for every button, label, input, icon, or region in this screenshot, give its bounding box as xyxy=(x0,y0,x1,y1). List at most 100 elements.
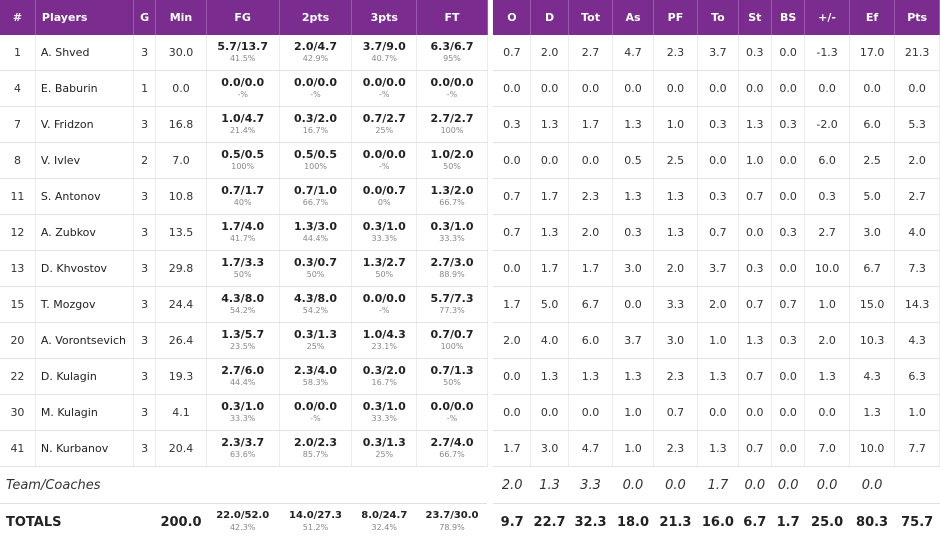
player-minutes: 19.3 xyxy=(155,358,207,395)
col-header-minutes[interactable]: Min xyxy=(155,0,207,35)
column-separator xyxy=(487,250,494,287)
player-name[interactable]: V. Fridzon xyxy=(35,106,134,143)
player-offensive-rebounds: 2.0 xyxy=(493,322,532,359)
player-name[interactable]: D. Khvostov xyxy=(35,250,134,287)
col-header-blocks[interactable]: BS xyxy=(771,0,806,35)
player-ft-percent: 66.7% xyxy=(439,449,465,459)
player-2pts-made-attempted: 2.0/4.7 xyxy=(294,39,337,53)
player-fg-percent: 50% xyxy=(233,269,252,279)
player-name[interactable]: E. Baburin xyxy=(35,70,134,107)
col-header-3pts[interactable]: 3pts xyxy=(351,0,418,35)
player-fg: 0.3/1.0 33.3% xyxy=(206,394,280,431)
player-name[interactable]: S. Antonov xyxy=(35,178,134,215)
player-defensive-rebounds: 0.0 xyxy=(530,394,569,431)
col-header-games[interactable]: G xyxy=(133,0,157,35)
player-name[interactable]: A. Shved xyxy=(35,35,134,71)
team-offensive-rebounds: 2.0 xyxy=(493,466,531,504)
player-name[interactable]: A. Zubkov xyxy=(35,214,134,251)
player-blocks: 0.0 xyxy=(771,70,806,107)
col-header-turnovers[interactable]: To xyxy=(697,0,739,35)
player-turnovers: 0.0 xyxy=(697,142,739,179)
totals-defensive-rebounds: 22.7 xyxy=(533,514,566,530)
player-steals: 0.0 xyxy=(738,70,772,107)
player-minutes: 0.0 xyxy=(155,70,207,107)
player-blocks: 0.0 xyxy=(771,178,806,215)
player-fg-percent: 33.3% xyxy=(229,413,256,423)
player-points: 0.0 xyxy=(894,70,940,107)
player-name[interactable]: V. Ivlev xyxy=(35,142,134,179)
player-plus-minus: 2.7 xyxy=(804,214,850,251)
player-fg-percent: 23.5% xyxy=(229,341,256,351)
player-turnovers: 3.7 xyxy=(697,250,739,287)
player-3pts-percent: 33.3% xyxy=(371,233,397,243)
player-3pts-percent: 40.7% xyxy=(371,53,397,63)
player-turnovers: 0.0 xyxy=(697,394,739,431)
player-total-rebounds: 1.7 xyxy=(568,106,614,143)
player-games: 3 xyxy=(133,35,157,71)
col-header-plus-minus[interactable]: +/- xyxy=(804,0,850,35)
col-header-assists[interactable]: As xyxy=(612,0,654,35)
player-games: 3 xyxy=(133,430,157,467)
col-header-steals[interactable]: St xyxy=(738,0,772,35)
player-personal-fouls: 1.0 xyxy=(653,106,699,143)
player-steals: 0.7 xyxy=(738,430,772,467)
column-separator xyxy=(487,0,494,35)
totals-fg: 22.0/52.0 42.3% xyxy=(206,504,279,540)
col-header-2pts[interactable]: 2pts xyxy=(279,0,353,35)
col-header-number[interactable]: # xyxy=(0,0,36,35)
player-2pts-made-attempted: 4.3/8.0 xyxy=(294,291,337,305)
player-steals: 0.7 xyxy=(738,286,772,323)
player-efficiency: 10.0 xyxy=(849,430,896,467)
player-2pts-percent: 85.7% xyxy=(302,449,329,459)
player-total-rebounds: 0.0 xyxy=(568,142,614,179)
team-turnovers: 1.7 xyxy=(697,466,739,504)
player-3pts-made-attempted: 0.3/1.3 xyxy=(362,435,406,449)
player-blocks: 0.0 xyxy=(771,394,806,431)
player-plus-minus: 1.0 xyxy=(804,286,850,323)
col-header-players[interactable]: Players xyxy=(35,0,134,35)
player-name[interactable]: M. Kulagin xyxy=(35,394,134,431)
player-efficiency: 17.0 xyxy=(849,35,896,71)
col-header-defensive-rebounds[interactable]: D xyxy=(530,0,569,35)
col-header-personal-fouls[interactable]: PF xyxy=(653,0,699,35)
team-blocks: 0.0 xyxy=(771,466,805,504)
player-name[interactable]: T. Mozgov xyxy=(35,286,134,323)
player-fg: 0.7/1.7 40% xyxy=(206,178,280,215)
player-3pts: 0.3/1.0 33.3% xyxy=(351,394,418,431)
player-points: 21.3 xyxy=(894,35,940,71)
col-header-efficiency[interactable]: Ef xyxy=(849,0,896,35)
player-name[interactable]: D. Kulagin xyxy=(35,358,134,395)
player-turnovers: 1.3 xyxy=(697,358,739,395)
player-efficiency: 10.3 xyxy=(849,322,896,359)
player-defensive-rebounds: 5.0 xyxy=(530,286,569,323)
player-3pts-made-attempted: 0.3/1.0 xyxy=(362,399,406,413)
player-assists: 1.3 xyxy=(612,178,654,215)
team-efficiency: 0.0 xyxy=(849,466,895,504)
col-header-ft[interactable]: FT xyxy=(416,0,488,35)
player-name[interactable]: N. Kurbanov xyxy=(35,430,134,467)
player-games: 2 xyxy=(133,142,157,179)
player-row: 13 D. Khvostov 3 29.8 1.7/3.3 50% 0.3/0.7 50% 1.… xyxy=(0,250,940,287)
player-steals: 0.3 xyxy=(738,250,772,287)
player-2pts-percent: 66.7% xyxy=(302,197,329,207)
player-blocks: 0.0 xyxy=(771,430,806,467)
player-fg: 1.0/4.7 21.4% xyxy=(206,106,280,143)
col-header-offensive-rebounds[interactable]: O xyxy=(493,0,532,35)
col-header-total-rebounds[interactable]: Tot xyxy=(568,0,614,35)
player-efficiency: 3.0 xyxy=(849,214,896,251)
player-row: 4 E. Baburin 1 0.0 0.0/0.0 -% 0.0/0.0 -% 0.0/0.0… xyxy=(0,70,940,107)
col-header-points[interactable]: Pts xyxy=(894,0,940,35)
team-coaches-label: Team/Coaches xyxy=(0,466,488,504)
player-efficiency: 1.3 xyxy=(849,394,896,431)
player-2pts: 0.7/1.0 66.7% xyxy=(279,178,353,215)
player-points: 6.3 xyxy=(894,358,940,395)
col-header-fg[interactable]: FG xyxy=(206,0,280,35)
player-name[interactable]: A. Vorontsevich xyxy=(35,322,134,359)
player-total-rebounds: 6.0 xyxy=(568,322,614,359)
player-total-rebounds: 2.3 xyxy=(568,178,614,215)
player-ft-percent: -% xyxy=(446,89,458,99)
player-plus-minus: 6.0 xyxy=(804,142,850,179)
team-points xyxy=(894,466,940,504)
totals-assists: 18.0 xyxy=(616,514,650,530)
player-row: 20 A. Vorontsevich 3 26.4 1.3/5.7 23.5% 0.3/1.… xyxy=(0,322,940,359)
